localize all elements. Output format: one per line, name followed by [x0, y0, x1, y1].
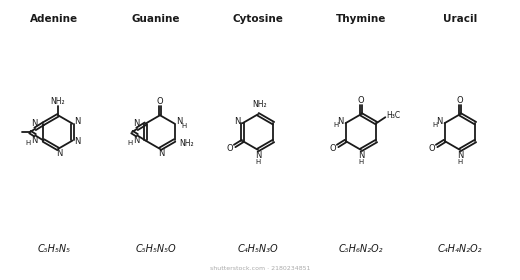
- Text: O: O: [157, 97, 163, 106]
- Text: Guanine: Guanine: [132, 14, 180, 24]
- Text: N: N: [56, 149, 62, 158]
- Text: N: N: [31, 120, 37, 129]
- Text: N: N: [158, 149, 164, 158]
- Text: C₅H₅N₅O: C₅H₅N₅O: [136, 244, 176, 254]
- Text: O: O: [329, 144, 336, 153]
- Text: Adenine: Adenine: [30, 14, 78, 24]
- Text: N: N: [337, 117, 344, 126]
- Text: C₄H₅N₃O: C₄H₅N₃O: [238, 244, 278, 254]
- Text: N: N: [358, 151, 364, 160]
- Text: C₄H₄N₂O₂: C₄H₄N₂O₂: [438, 244, 482, 254]
- Text: H: H: [255, 159, 261, 165]
- Text: NH₂: NH₂: [179, 139, 194, 148]
- Text: O: O: [358, 96, 365, 105]
- Text: N: N: [436, 117, 443, 126]
- Text: N: N: [133, 120, 139, 129]
- Text: H: H: [182, 123, 187, 129]
- Text: H: H: [127, 140, 133, 146]
- Text: N: N: [457, 151, 463, 160]
- Text: N: N: [31, 136, 37, 145]
- Text: Uracil: Uracil: [443, 14, 477, 24]
- Text: C₅H₅N₅: C₅H₅N₅: [37, 244, 71, 254]
- Text: H: H: [358, 159, 363, 165]
- Text: H₃C: H₃C: [386, 111, 400, 120]
- Text: N: N: [133, 136, 139, 145]
- Text: O: O: [226, 144, 233, 153]
- Text: N: N: [255, 151, 261, 160]
- Text: N: N: [74, 117, 81, 126]
- Text: N: N: [74, 137, 81, 146]
- Text: NH₂: NH₂: [253, 100, 267, 109]
- Text: Cytosine: Cytosine: [232, 14, 283, 24]
- Text: N: N: [176, 117, 183, 126]
- Text: O: O: [428, 144, 435, 153]
- Text: Thymine: Thymine: [336, 14, 386, 24]
- Text: H: H: [432, 122, 437, 128]
- Text: H: H: [25, 140, 31, 146]
- Text: H: H: [458, 159, 463, 165]
- Text: shutterstock.com · 2180234851: shutterstock.com · 2180234851: [210, 266, 310, 271]
- Text: NH₂: NH₂: [51, 97, 66, 106]
- Text: C₅H₆N₂O₂: C₅H₆N₂O₂: [339, 244, 383, 254]
- Text: O: O: [457, 96, 463, 105]
- Text: H: H: [333, 122, 339, 128]
- Text: N: N: [235, 117, 241, 126]
